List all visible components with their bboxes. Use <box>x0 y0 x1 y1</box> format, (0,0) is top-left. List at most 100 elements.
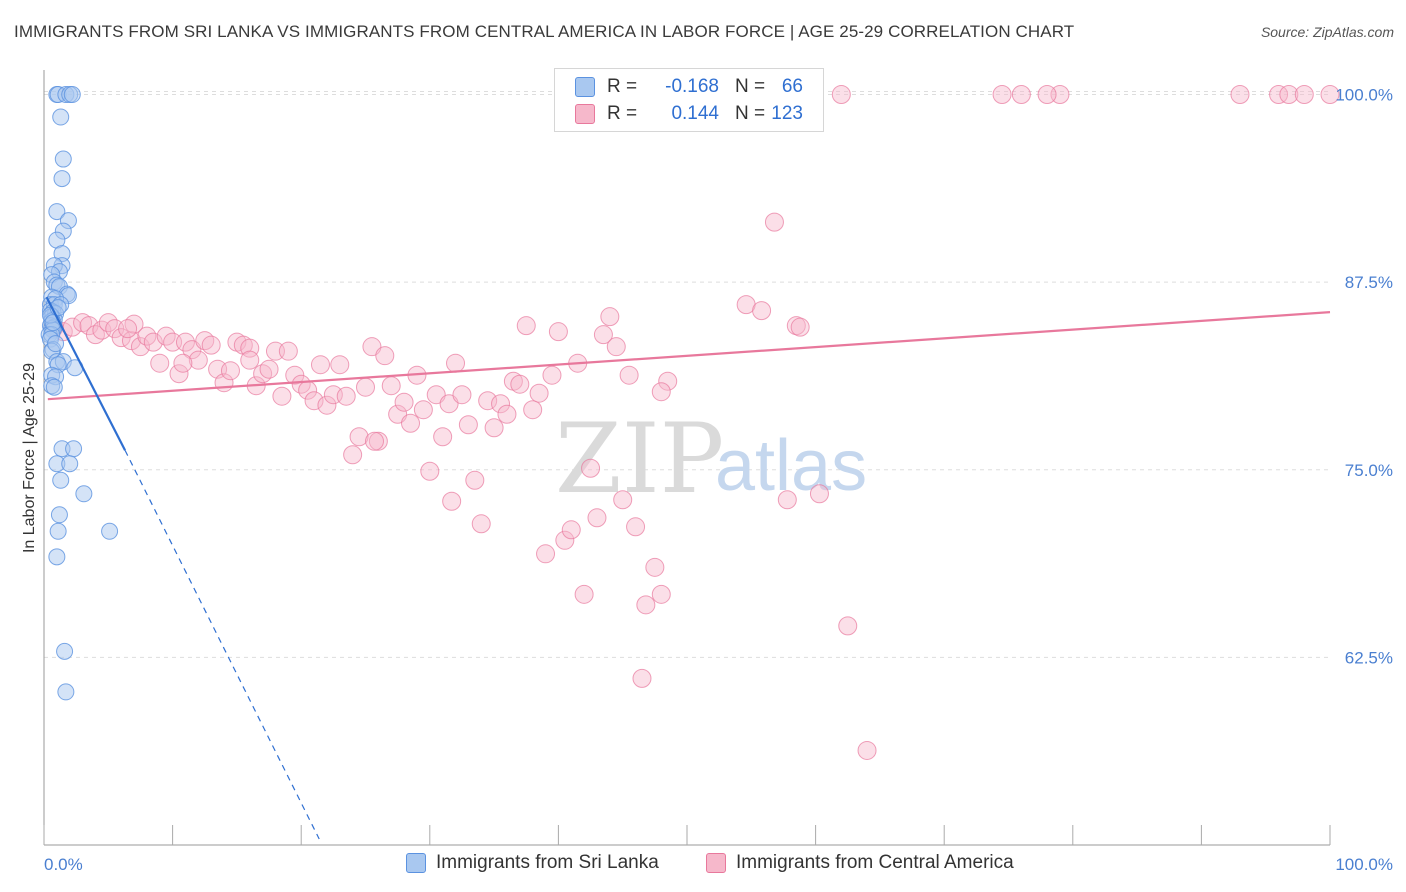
data-point-central-america <box>523 400 543 420</box>
data-point-central-america <box>278 341 298 361</box>
data-point-sri-lanka <box>48 548 66 566</box>
data-point-central-america <box>452 385 472 405</box>
data-point-central-america <box>790 317 810 337</box>
data-point-central-america <box>593 325 613 345</box>
legend-r-label: R = <box>607 76 638 97</box>
data-point-central-america <box>626 517 646 537</box>
data-point-central-america <box>118 319 138 339</box>
watermark-atlas: atlas <box>715 426 867 506</box>
data-point-central-america <box>201 335 221 355</box>
data-point-central-america <box>220 361 240 381</box>
data-point-central-america <box>349 427 369 447</box>
bottom-legend-swatch-sri-lanka <box>406 853 426 873</box>
data-point-central-america <box>143 332 163 352</box>
data-point-central-america <box>1294 85 1314 105</box>
data-point-central-america <box>465 470 485 490</box>
data-point-central-america <box>484 418 504 438</box>
legend-r-value-sri-lanka: -0.168 <box>665 76 719 97</box>
legend-n-label: N = <box>735 103 766 124</box>
data-point-central-america <box>606 337 626 357</box>
bottom-legend-central-america: Immigrants from Central America <box>706 852 1014 874</box>
data-point-central-america <box>442 491 462 511</box>
tick-labels: 100.0% 87.5% 75.0% 62.5% 0.0% 100.0% <box>44 86 1393 874</box>
data-point-central-america <box>259 359 279 379</box>
data-point-central-america <box>636 595 656 615</box>
data-point-sri-lanka <box>47 335 65 353</box>
data-point-central-america <box>752 301 772 321</box>
data-point-central-america <box>478 391 498 411</box>
x-tick-label-min: 0.0% <box>44 855 83 874</box>
data-point-sri-lanka <box>63 86 81 104</box>
legend-n-label: N = <box>735 76 766 97</box>
watermark-zip: ZIP <box>555 403 724 515</box>
data-point-central-america <box>536 544 556 564</box>
data-point-central-america <box>992 85 1012 105</box>
data-point-central-america <box>574 584 594 604</box>
trend-line-sri-lanka-extrapolated <box>124 449 320 840</box>
data-point-central-america <box>375 346 395 366</box>
data-point-sri-lanka <box>52 471 70 489</box>
y-tick-label: 100.0% <box>1335 86 1393 105</box>
data-point-central-america <box>458 415 478 435</box>
y-tick-label: 87.5% <box>1345 273 1393 292</box>
bottom-legend-swatch-central-america <box>706 853 726 873</box>
data-point-central-america <box>831 85 851 105</box>
y-tick-label: 75.0% <box>1345 461 1393 480</box>
legend-r-label: R = <box>607 103 638 124</box>
data-point-sri-lanka <box>52 108 70 126</box>
legend-swatch-sri-lanka <box>575 77 595 97</box>
data-point-central-america <box>516 316 536 336</box>
data-point-central-america <box>310 355 330 375</box>
chart-title: IMMIGRANTS FROM SRI LANKA VS IMMIGRANTS … <box>14 22 1075 41</box>
data-point-central-america <box>401 413 421 433</box>
data-point-central-america <box>619 365 639 385</box>
trend-line-sri-lanka <box>45 296 126 451</box>
data-point-central-america <box>651 584 671 604</box>
data-point-sri-lanka <box>48 203 66 221</box>
data-point-sri-lanka <box>75 485 93 503</box>
data-point-sri-lanka <box>54 150 72 168</box>
data-point-sri-lanka <box>53 170 71 188</box>
y-axis-label: In Labor Force | Age 25-29 <box>21 363 38 553</box>
data-point-central-america <box>240 350 260 370</box>
data-point-central-america <box>645 557 665 577</box>
data-point-central-america <box>857 740 877 760</box>
data-point-central-america <box>175 332 195 352</box>
data-point-central-america <box>548 322 568 342</box>
data-point-central-america <box>272 386 292 406</box>
data-point-sri-lanka <box>61 455 79 473</box>
watermark: ZIP atlas <box>555 403 867 515</box>
data-point-sri-lanka <box>45 378 63 396</box>
data-point-sri-lanka <box>49 522 67 540</box>
data-point-central-america <box>381 376 401 396</box>
data-point-central-america <box>510 374 530 394</box>
data-point-central-america <box>471 514 491 534</box>
data-point-central-america <box>173 353 193 373</box>
legend-n-value-central-america: 123 <box>771 103 803 124</box>
data-point-central-america <box>1279 85 1299 105</box>
trend-line-central-america <box>47 311 1331 401</box>
data-point-central-america <box>497 404 517 424</box>
data-point-central-america <box>433 427 453 447</box>
bottom-legend-label-sri-lanka: Immigrants from Sri Lanka <box>436 852 659 873</box>
data-point-central-america <box>420 461 440 481</box>
data-point-central-america <box>394 392 414 412</box>
y-tick-label: 62.5% <box>1345 648 1393 667</box>
legend-n-value-sri-lanka: 66 <box>781 76 803 97</box>
data-point-central-america <box>581 458 601 478</box>
data-point-central-america <box>365 431 385 451</box>
data-point-central-america <box>561 520 581 540</box>
trend-lines <box>45 296 1331 840</box>
legend-row-central-america: R = 0.144 N = 123 <box>575 101 803 127</box>
data-point-central-america <box>343 445 363 465</box>
data-point-central-america <box>777 490 797 510</box>
data-point-central-america <box>764 212 784 232</box>
data-point-central-america <box>658 371 678 391</box>
data-point-central-america <box>613 490 633 510</box>
data-point-central-america <box>413 400 433 420</box>
data-point-central-america <box>809 484 829 504</box>
data-point-central-america <box>651 382 671 402</box>
data-point-central-america <box>1320 85 1340 105</box>
data-point-central-america <box>304 391 324 411</box>
data-point-central-america <box>1269 85 1289 105</box>
